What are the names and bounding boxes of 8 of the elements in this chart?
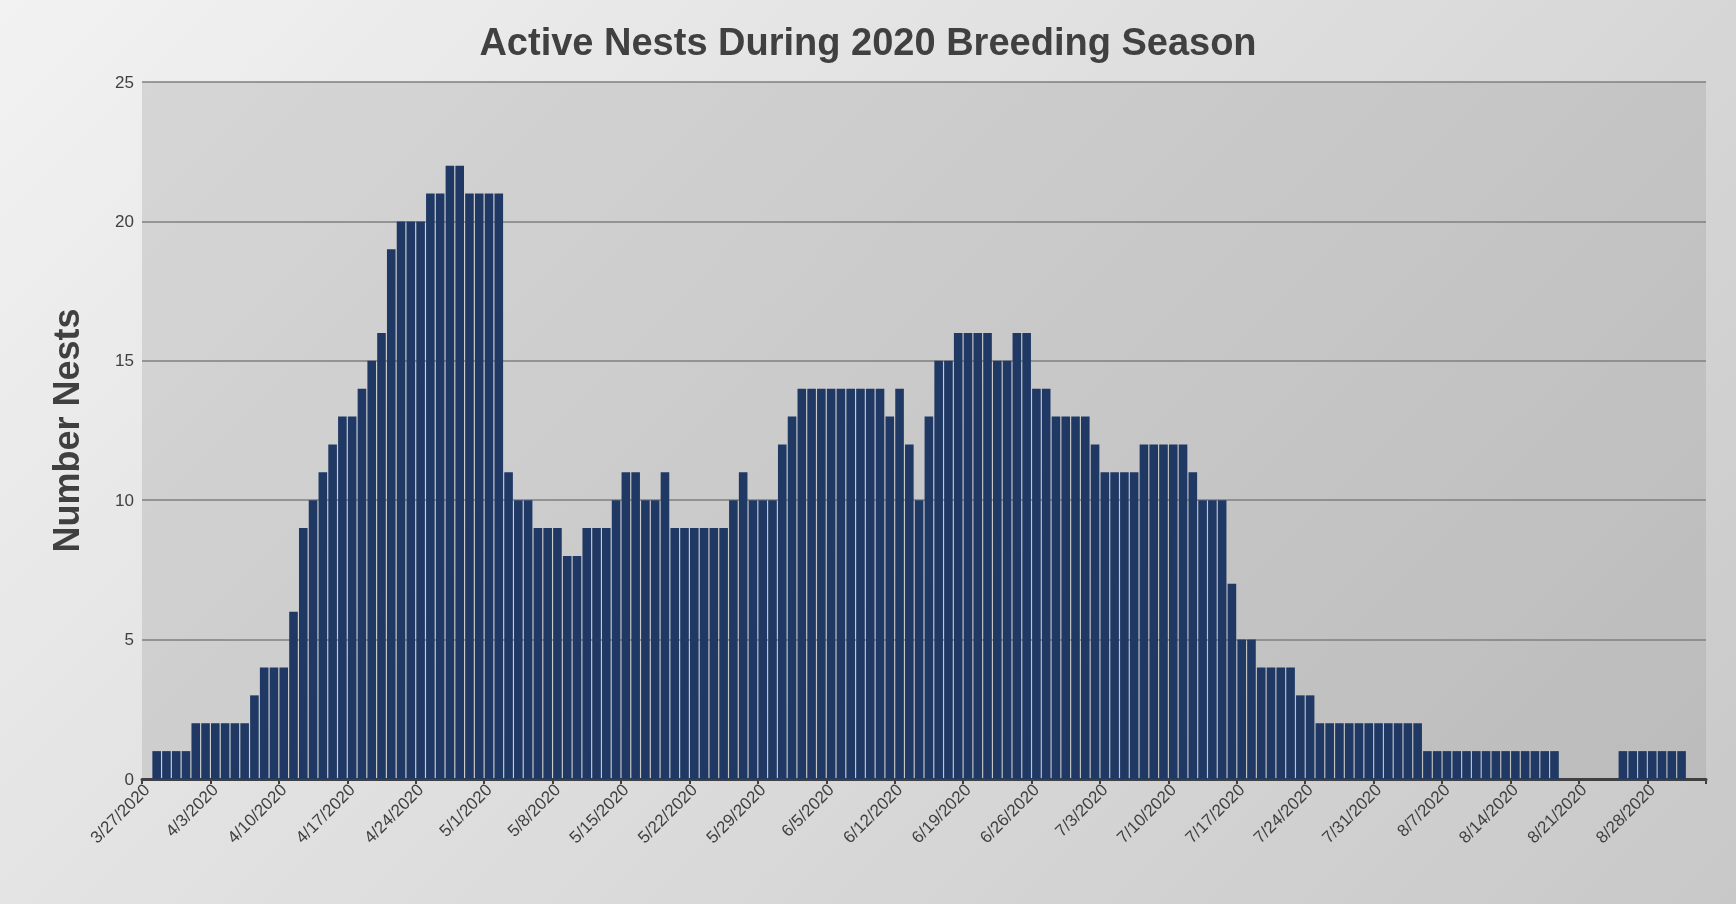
y-tick-label: 5 (124, 630, 134, 650)
chart-title: Active Nests During 2020 Breeding Season (479, 21, 1257, 63)
y-tick-label: 10 (115, 490, 134, 510)
y-tick-label: 0 (124, 769, 134, 789)
y-tick-label: 15 (115, 351, 134, 371)
y-tick-label: 20 (115, 211, 134, 231)
y-axis-title: Number Nests (45, 308, 87, 553)
y-tick-label: 25 (115, 72, 134, 92)
